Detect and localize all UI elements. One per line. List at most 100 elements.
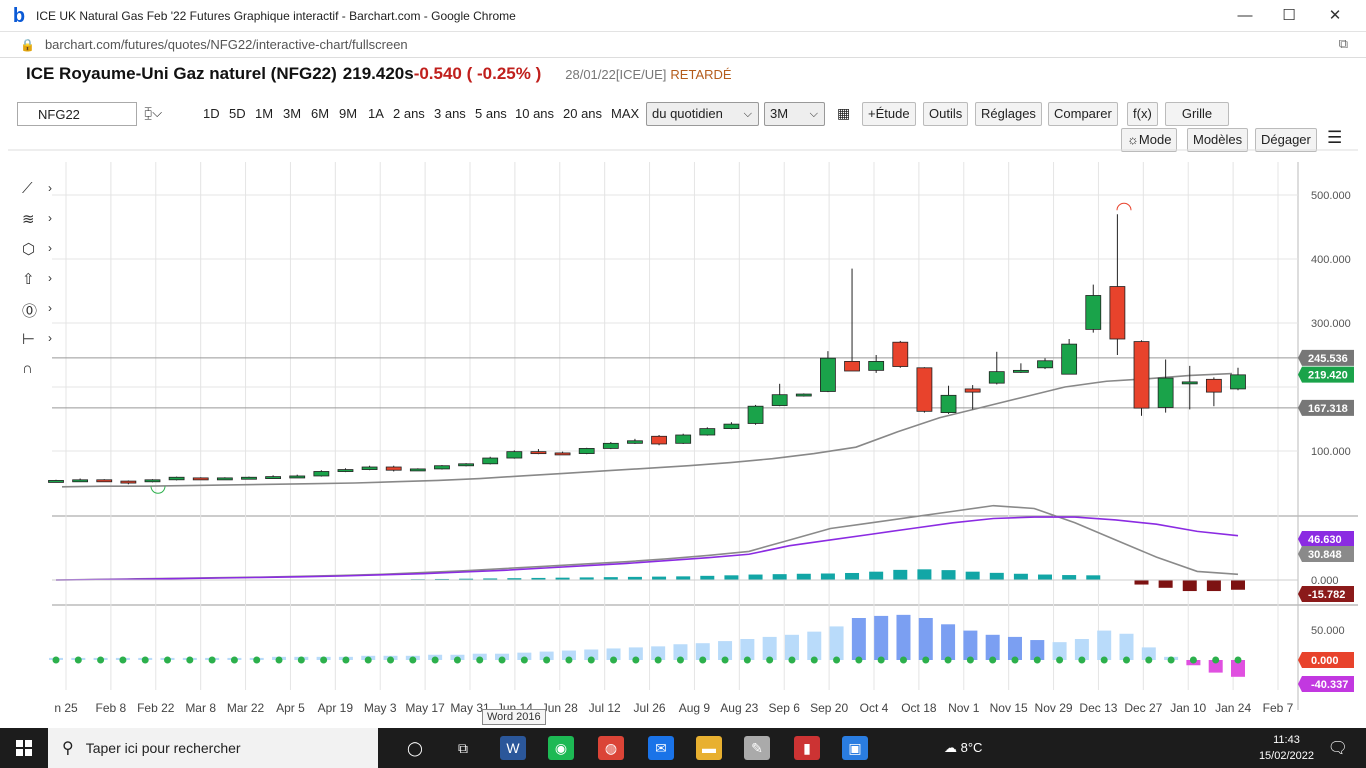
histogram-dot <box>632 656 640 664</box>
windows-start-icon[interactable] <box>16 740 32 756</box>
x-tick-label: Jan 10 <box>1170 701 1206 715</box>
marker-tool-icon[interactable]: ⓪ › <box>22 301 52 320</box>
macd-histogram-bar <box>941 570 956 580</box>
period-button-max[interactable]: MAX <box>611 106 640 121</box>
candle-body <box>627 440 643 444</box>
price-tag <box>1298 399 1354 416</box>
maximize-button[interactable]: ☐ <box>1282 7 1296 24</box>
templates-button[interactable]: Modèles <box>1187 128 1249 152</box>
period-button-3-ans[interactable]: 3 ans <box>434 106 466 121</box>
close-button[interactable]: ✕ <box>1328 7 1342 24</box>
period-button-9m[interactable]: 9M <box>339 106 358 121</box>
magnet-icon[interactable]: ∩ <box>22 360 33 377</box>
search-placeholder: Taper ici pour rechercher <box>85 740 241 756</box>
period-button-1d[interactable]: 1D <box>203 106 220 121</box>
candle-body <box>699 428 716 436</box>
chart-area[interactable]: n 25 Feb 8 Feb 22 Mar 8 Mar 22 Apr 5 Apr 19 May… <box>8 58 1358 722</box>
shape-tool-icon[interactable]: ⬡ › <box>22 241 52 258</box>
hamburger-icon[interactable]: ☰ <box>1327 128 1343 147</box>
candle-body <box>1037 360 1053 369</box>
macd-histogram-bar <box>1206 580 1221 592</box>
histogram-dot <box>476 656 484 664</box>
candle-body <box>820 357 836 392</box>
clear-button[interactable]: Dégager <box>1255 128 1317 152</box>
histogram-dot <box>654 656 662 664</box>
add-study-button[interactable]: +Étude <box>862 102 916 126</box>
price-tag <box>1298 366 1354 383</box>
calendar-icon[interactable]: ▦ <box>837 105 851 121</box>
period-button-2-ans[interactable]: 2 ans <box>393 106 425 121</box>
fx-button[interactable]: f(x) <box>1127 102 1158 126</box>
macd-histogram-bar <box>555 577 570 580</box>
histogram-dot <box>855 656 863 664</box>
candlestick-icon[interactable]: ⧮⌵ <box>144 105 163 120</box>
candle-body <box>289 475 306 479</box>
period-button-5-ans[interactable]: 5 ans <box>475 106 507 121</box>
histogram-dot <box>1212 656 1220 664</box>
period-button-10-ans[interactable]: 10 ans <box>515 106 555 121</box>
measure-tool-icon[interactable]: ⊢ › <box>22 331 52 348</box>
mode-button[interactable]: ☼Mode <box>1121 128 1178 152</box>
x-tick-label: Apr 19 <box>318 701 354 715</box>
photos-icon[interactable]: ▣ <box>842 736 868 760</box>
line-tool-icon[interactable]: ⟋ › <box>22 180 52 197</box>
grid-button[interactable]: Grille <box>1165 102 1229 126</box>
candle-body <box>168 476 185 481</box>
clock[interactable]: 11:43 15/02/2022 <box>1259 732 1314 764</box>
chrome-icon[interactable]: ◍ <box>598 736 624 760</box>
histogram-bar <box>829 626 844 660</box>
range-select[interactable]: 3M ⌵ <box>764 102 825 126</box>
minimize-button[interactable]: — <box>1237 7 1253 24</box>
macd-histogram-bar <box>603 577 618 580</box>
period-button-6m[interactable]: 6M <box>311 106 330 121</box>
period-button-20-ans[interactable]: 20 ans <box>563 106 603 121</box>
price-tag-label: 245.536 <box>1308 353 1348 365</box>
candle-body <box>795 393 812 397</box>
histogram-dot <box>1189 656 1197 664</box>
period-button-3m[interactable]: 3M <box>283 106 302 121</box>
fib-tool-icon[interactable]: ≋ › <box>22 211 52 228</box>
histogram-bar <box>963 630 978 660</box>
candle-body <box>1157 377 1174 408</box>
tools-button[interactable]: Outils <box>923 102 969 126</box>
mail-icon[interactable]: ✉ <box>648 736 674 760</box>
task-view-icon[interactable]: ◯ <box>407 740 423 756</box>
settings-button[interactable]: Réglages <box>975 102 1042 126</box>
notification-icon[interactable]: 🗨 <box>1327 740 1348 757</box>
histogram-bar <box>1141 647 1156 660</box>
spotify-icon[interactable]: ◉ <box>548 736 574 760</box>
macd-histogram-bar <box>796 573 811 580</box>
window-title: ICE UK Natural Gas Feb '22 Futures Graph… <box>36 8 516 23</box>
period-button-1a[interactable]: 1A <box>368 106 384 121</box>
paint-icon[interactable]: ✎ <box>744 736 770 760</box>
candle-body <box>313 471 330 477</box>
quote-date: 28/01/22[ICE/UE] <box>565 67 667 82</box>
explorer-icon[interactable]: ▬ <box>696 736 722 760</box>
translate-icon[interactable]: ⧉ <box>1338 36 1348 51</box>
address-bar: 🔒 barchart.com/futures/quotes/NFG22/inte… <box>0 32 1366 58</box>
timeline-icon[interactable]: ⧉ <box>458 740 468 756</box>
macd-histogram-bar <box>531 577 546 580</box>
histogram-bar <box>985 634 1000 660</box>
url-text[interactable]: barchart.com/futures/quotes/NFG22/intera… <box>44 37 408 52</box>
browser-titlebar: b ICE UK Natural Gas Feb '22 Futures Gra… <box>0 0 1366 32</box>
symbol-input[interactable] <box>17 102 137 126</box>
histogram-dot <box>543 656 551 664</box>
candle-body <box>96 479 113 483</box>
histogram-bar <box>874 615 889 660</box>
frequency-select[interactable]: du quotidien ⌵ <box>646 102 759 126</box>
macd-histogram-bar <box>459 578 474 580</box>
taskbar-search[interactable]: ⚲ Taper ici pour rechercher <box>48 728 378 768</box>
histogram-dot <box>587 656 595 664</box>
period-button-1m[interactable]: 1M <box>255 106 274 121</box>
histogram-dot <box>498 656 506 664</box>
compare-button[interactable]: Comparer <box>1048 102 1118 126</box>
chart-app-icon[interactable]: ▮ <box>794 736 820 760</box>
weather-temp[interactable]: ☁ 8°C <box>944 740 982 756</box>
arrow-tool-icon[interactable]: ⇧ › <box>22 271 52 288</box>
word-icon[interactable]: W <box>500 736 526 760</box>
period-button-5d[interactable]: 5D <box>229 106 246 121</box>
x-tick-label: Feb 8 <box>96 701 127 715</box>
lock-icon[interactable]: 🔒 <box>20 37 35 52</box>
